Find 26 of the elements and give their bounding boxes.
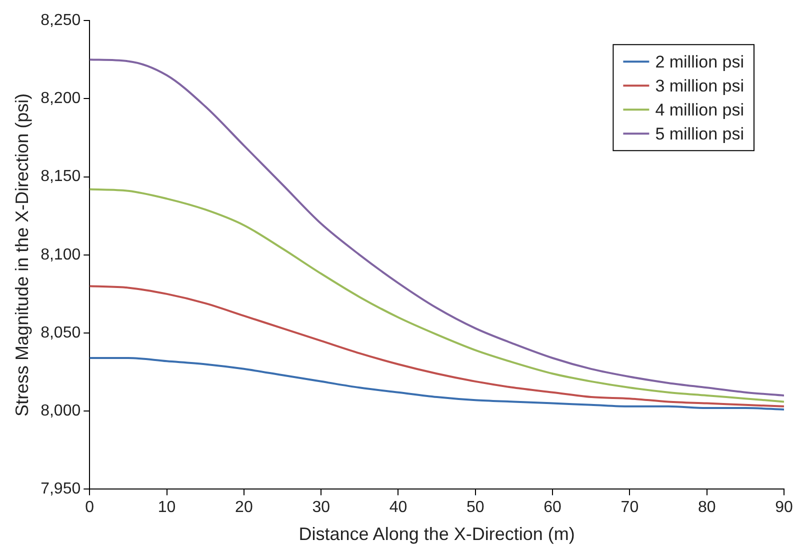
legend-label: 4 million psi (655, 100, 744, 120)
legend-label: 3 million psi (655, 76, 744, 96)
y-axis-title: Stress Magnitude in the X-Direction (psi) (12, 93, 32, 416)
x-tick-label: 50 (466, 499, 484, 516)
x-tick-label: 90 (775, 499, 793, 516)
y-tick-label: 8,050 (40, 324, 81, 342)
y-tick-label: 8,000 (40, 402, 81, 420)
x-axis-title: Distance Along the X-Direction (m) (298, 524, 575, 544)
x-tick-label: 20 (235, 499, 253, 516)
legend-label: 2 million psi (655, 52, 744, 72)
line-series (90, 356, 784, 411)
y-tick-label: 7,950 (40, 480, 81, 498)
x-tick-label: 30 (312, 499, 330, 516)
y-tick-label: 8,250 (40, 12, 81, 30)
x-tick-label: 60 (544, 499, 562, 516)
y-tick-label: 8,200 (40, 90, 81, 108)
x-tick-label: 70 (620, 499, 639, 516)
x-tick-label: 10 (158, 499, 176, 516)
y-tick-label: 8,100 (40, 246, 81, 264)
x-tick-label: 40 (389, 499, 408, 516)
x-tick-label: 80 (698, 499, 716, 516)
legend-label: 5 million psi (655, 124, 744, 144)
line-series (90, 285, 784, 408)
line-series (90, 188, 784, 403)
y-tick-label: 8,150 (40, 168, 81, 186)
x-tick-label: 0 (85, 499, 94, 516)
